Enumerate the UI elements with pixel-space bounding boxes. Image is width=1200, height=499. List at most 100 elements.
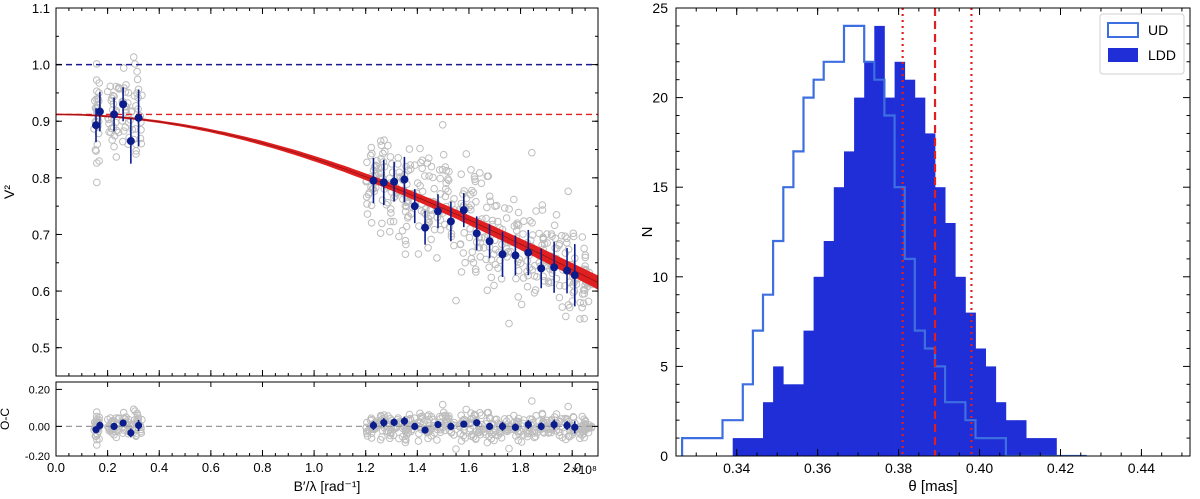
residual-raw-point xyxy=(558,433,567,442)
raw-point xyxy=(490,250,498,259)
residual-raw-point xyxy=(471,411,480,420)
raw-point xyxy=(462,150,471,158)
raw-point xyxy=(425,154,433,162)
raw-point xyxy=(465,233,474,242)
ldd-bar xyxy=(894,61,906,456)
raw-point xyxy=(457,170,466,178)
raw-point xyxy=(379,149,387,158)
raw-point xyxy=(483,286,492,295)
ldd-bar xyxy=(945,223,956,456)
binned-point xyxy=(92,121,101,130)
x-tick-label: 0.42 xyxy=(1047,460,1074,476)
ldd-bar xyxy=(1016,420,1027,456)
residual-point xyxy=(473,419,481,427)
residual-point xyxy=(119,419,127,427)
raw-point xyxy=(494,217,502,226)
residual-x-ticks: 0.0 0.2 0.4 0.6 0.8 1.0 1.2 1.4 1.6 1.8 2.0 xyxy=(47,382,586,475)
raw-point xyxy=(470,173,479,181)
legend-ud-label: UD xyxy=(1148,22,1168,38)
residual-raw-point xyxy=(505,444,513,453)
raw-point xyxy=(110,142,118,151)
residual-raw-point xyxy=(530,429,539,437)
raw-point xyxy=(467,166,475,174)
x-tick-label: 1.0 xyxy=(305,460,323,475)
raw-point xyxy=(505,319,513,328)
residual-raw-point xyxy=(482,430,490,439)
residual-raw-point xyxy=(495,427,503,436)
raw-point xyxy=(362,193,371,201)
raw-point xyxy=(103,87,112,96)
ldd-bar xyxy=(823,241,835,456)
raw-point xyxy=(555,241,563,250)
raw-point xyxy=(395,232,403,241)
raw-point xyxy=(378,219,386,228)
binned-point xyxy=(379,178,388,187)
raw-point xyxy=(386,205,395,213)
raw-point xyxy=(457,199,466,208)
raw-point xyxy=(569,229,578,238)
raw-point xyxy=(584,297,593,306)
raw-point xyxy=(562,312,570,321)
raw-point xyxy=(538,201,547,209)
raw-point xyxy=(384,198,392,207)
raw-point xyxy=(535,229,544,238)
raw-point xyxy=(569,232,578,241)
binned-point xyxy=(369,176,378,185)
binned-points xyxy=(92,87,579,307)
raw-point xyxy=(402,240,410,249)
raw-point xyxy=(367,143,376,152)
residual-point xyxy=(96,421,104,430)
residual-raw-point xyxy=(483,438,492,447)
raw-point xyxy=(557,231,566,240)
x-tick-label: 0.36 xyxy=(804,460,831,476)
raw-point xyxy=(544,277,553,286)
raw-point xyxy=(368,149,376,158)
raw-point xyxy=(133,67,141,76)
raw-point xyxy=(552,211,561,219)
x-tick-label: 0.38 xyxy=(885,460,912,476)
raw-point xyxy=(119,64,128,72)
raw-point xyxy=(456,240,465,249)
raw-point xyxy=(472,268,480,276)
residual-raw-point xyxy=(93,435,101,444)
reference-lines xyxy=(56,63,598,116)
residual-raw-point xyxy=(441,426,449,435)
residual-raw-point xyxy=(103,415,112,424)
raw-point xyxy=(366,151,375,160)
raw-point xyxy=(93,159,101,167)
raw-point xyxy=(429,173,437,182)
x-tick-label: 1.2 xyxy=(357,460,375,475)
residual-raw-point xyxy=(405,410,414,419)
raw-point xyxy=(94,94,102,103)
raw-point xyxy=(427,211,435,220)
raw-point xyxy=(523,282,532,291)
raw-point xyxy=(93,87,101,95)
raw-point xyxy=(467,254,476,263)
raw-point xyxy=(391,192,400,201)
x-tick-label: 0.2 xyxy=(99,460,117,475)
raw-point xyxy=(482,214,490,223)
raw-point xyxy=(438,121,447,129)
raw-point xyxy=(388,160,396,168)
raw-point xyxy=(530,272,539,280)
raw-point xyxy=(387,209,395,217)
ldd-bar xyxy=(813,276,825,456)
ldd-bar xyxy=(965,312,976,456)
raw-point xyxy=(547,230,556,238)
raw-point xyxy=(528,148,536,157)
raw-point xyxy=(578,303,586,312)
raw-point xyxy=(450,241,458,250)
ldd-bar xyxy=(783,384,794,456)
raw-point xyxy=(492,201,501,210)
raw-point xyxy=(386,153,395,161)
residual-raw-point xyxy=(462,405,471,414)
raw-point xyxy=(424,244,432,252)
binned-point xyxy=(511,251,520,260)
raw-point xyxy=(444,176,453,185)
residual-raw-point xyxy=(528,397,536,405)
residual-raw-point xyxy=(415,429,423,438)
raw-point xyxy=(491,260,500,269)
raw-point xyxy=(519,274,528,282)
raw-point xyxy=(576,298,585,307)
legend-ud-swatch xyxy=(1107,22,1139,38)
